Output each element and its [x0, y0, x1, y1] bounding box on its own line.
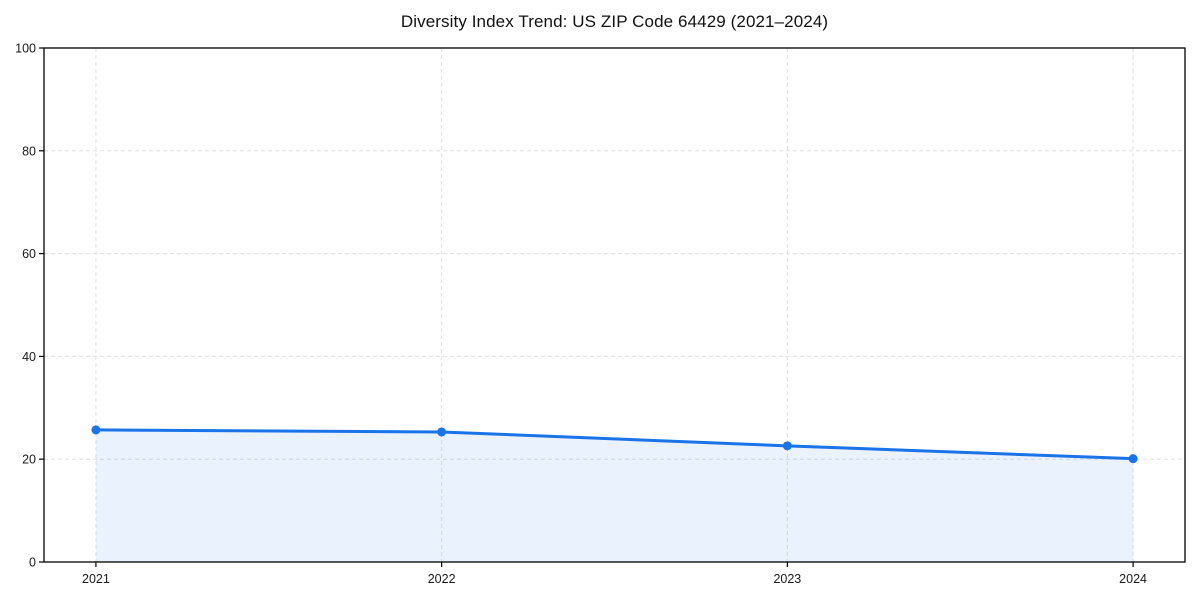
data-point-marker	[437, 427, 447, 437]
x-tick-label: 2021	[82, 572, 110, 586]
area-fill	[95, 429, 1134, 562]
data-point-marker	[1128, 454, 1138, 464]
y-tick-label: 40	[22, 350, 36, 364]
y-tick-label: 60	[22, 247, 36, 261]
x-tick-label: 2022	[428, 572, 456, 586]
data-point-marker	[782, 441, 792, 451]
trend-line	[94, 428, 1135, 461]
y-tick-label: 20	[22, 453, 36, 467]
chart-title: Diversity Index Trend: US ZIP Code 64429…	[400, 12, 829, 31]
data-point-marker	[91, 425, 101, 435]
x-tick-label: 2023	[773, 572, 801, 586]
y-tick-label: 0	[29, 556, 36, 570]
y-tick-label: 80	[22, 144, 36, 158]
y-tick-label: 100	[15, 42, 36, 56]
plot-frame	[43, 47, 1186, 563]
x-tick-label: 2024	[1119, 572, 1147, 586]
